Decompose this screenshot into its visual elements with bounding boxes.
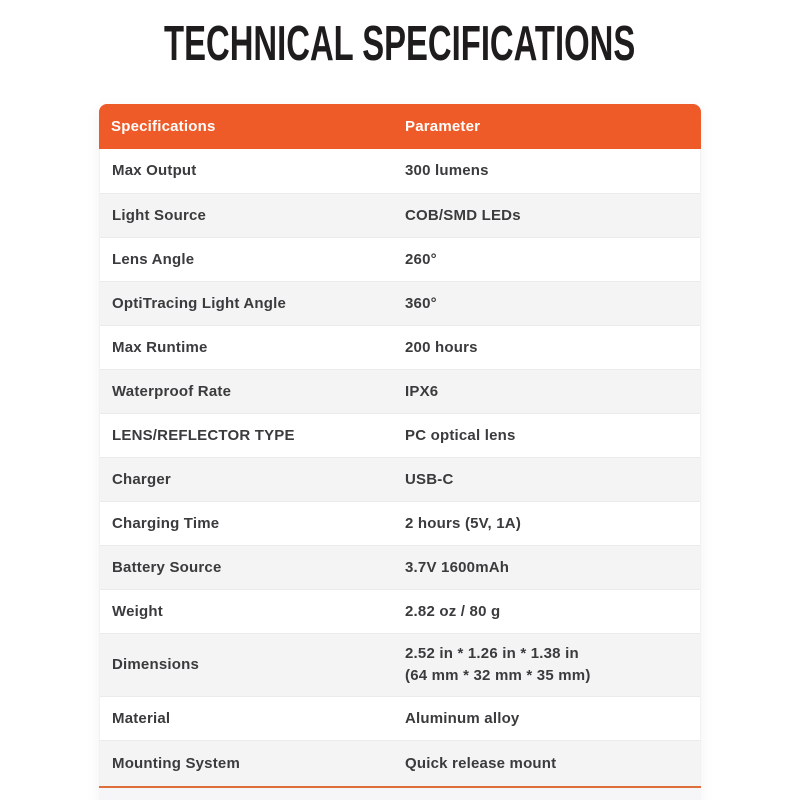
table-row: Max Runtime 200 hours xyxy=(100,325,700,369)
header-cell-parameter: Parameter xyxy=(405,118,481,135)
table-row: OptiTracing Light Angle 360° xyxy=(100,281,700,325)
table-row: Charging Time 2 hours (5V, 1A) xyxy=(100,501,700,545)
spec-table-header-row: Specifications Parameter xyxy=(99,104,701,149)
spec-value: 2.52 in * 1.26 in * 1.38 in (64 mm * 32 … xyxy=(393,643,700,687)
table-row: Max Output 300 lumens xyxy=(100,149,700,193)
page-title-text: TECHNICAL SPECIFICATIONS xyxy=(164,17,636,71)
spec-value: 200 hours xyxy=(405,338,478,356)
spec-value: Quick release mount xyxy=(405,754,557,772)
spec-label: Waterproof Rate xyxy=(112,382,232,400)
spec-label: Max Output xyxy=(112,162,197,179)
table-bottom-border xyxy=(99,786,701,800)
spec-label: Light Source xyxy=(112,206,207,224)
spec-value: 360° xyxy=(405,294,437,312)
spec-label: Mounting System xyxy=(112,754,241,772)
spec-label: Max Runtime xyxy=(112,338,208,356)
spec-value-line-2: (64 mm * 32 mm * 35 mm) xyxy=(405,667,591,684)
spec-value-line-1: 2.52 in * 1.26 in * 1.38 in xyxy=(405,645,579,662)
table-row: Waterproof Rate IPX6 xyxy=(100,369,700,413)
spec-table-body: Max Output 300 lumens Light Source COB/S… xyxy=(99,149,701,786)
spec-label: Material xyxy=(112,709,171,727)
spec-label: Weight xyxy=(112,602,163,620)
table-row: Charger USB-C xyxy=(100,457,700,501)
spec-table: Specifications Parameter Max Output 300 … xyxy=(99,104,701,800)
spec-label: Dimensions xyxy=(112,656,200,673)
table-row: LENS/REFLECTOR TYPE PC optical lens xyxy=(100,413,700,457)
spec-value: 2.82 oz / 80 g xyxy=(405,602,501,620)
spec-value: IPX6 xyxy=(405,382,439,400)
spec-value: 260° xyxy=(405,250,437,268)
table-row: Mounting System Quick release mount xyxy=(100,740,700,786)
spec-value: PC optical lens xyxy=(405,426,516,444)
spec-value: 300 lumens xyxy=(405,162,489,179)
header-cell-specifications: Specifications xyxy=(111,118,216,135)
spec-label: Battery Source xyxy=(112,558,222,576)
page: TECHNICAL SPECIFICATIONS Specifications … xyxy=(0,14,800,800)
page-title: TECHNICAL SPECIFICATIONS xyxy=(0,14,800,74)
table-row: Lens Angle 260° xyxy=(100,237,700,281)
table-row: Dimensions 2.52 in * 1.26 in * 1.38 in (… xyxy=(100,633,700,696)
table-row: Light Source COB/SMD LEDs xyxy=(100,193,700,237)
spec-value: Aluminum alloy xyxy=(405,709,520,727)
spec-value: 2 hours (5V, 1A) xyxy=(405,514,522,532)
table-row: Material Aluminum alloy xyxy=(100,696,700,740)
spec-label: Charger xyxy=(112,470,171,488)
spec-value: COB/SMD LEDs xyxy=(405,206,521,224)
spec-label: LENS/REFLECTOR TYPE xyxy=(112,426,295,444)
spec-value: USB-C xyxy=(405,470,454,488)
spec-value: 3.7V 1600mAh xyxy=(405,558,510,576)
table-row: Battery Source 3.7V 1600mAh xyxy=(100,545,700,589)
spec-label: OptiTracing Light Angle xyxy=(112,294,287,312)
spec-label: Charging Time xyxy=(112,514,220,532)
spec-label: Lens Angle xyxy=(112,250,195,268)
table-row: Weight 2.82 oz / 80 g xyxy=(100,589,700,633)
